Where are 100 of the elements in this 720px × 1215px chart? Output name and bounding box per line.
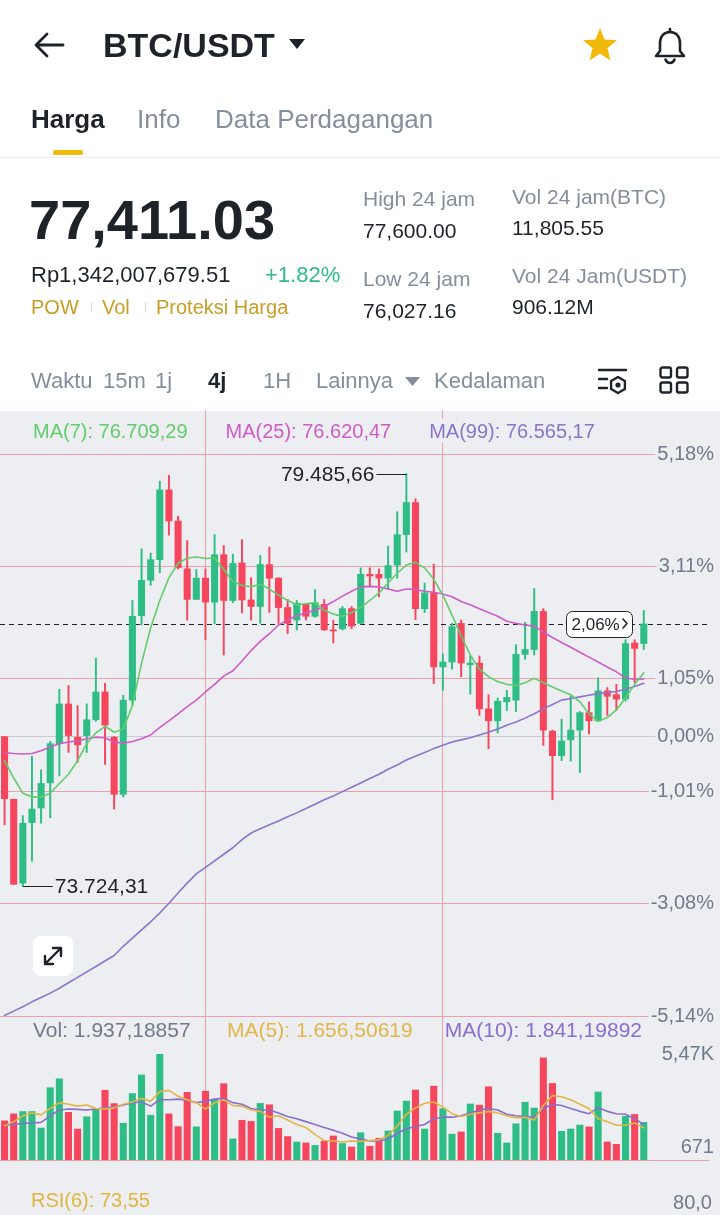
- text: 4j: [208, 367, 227, 395]
- bar: [192, 1126, 200, 1160]
- bar: [128, 1093, 136, 1160]
- bar: [320, 1140, 328, 1160]
- text: POW: [31, 295, 79, 319]
- text: Low 24 jam: [363, 266, 471, 292]
- bar: [494, 1132, 502, 1160]
- text: 11,805.55: [512, 215, 604, 241]
- text: Proteksi Harga: [156, 295, 289, 319]
- bar: [366, 1145, 374, 1160]
- bar: [28, 1111, 36, 1160]
- y-tick-label: 0,00%: [657, 723, 715, 746]
- text: High 24 jam: [363, 186, 476, 212]
- bar: [211, 1099, 219, 1160]
- bar: [302, 1142, 310, 1160]
- bar: [265, 1104, 273, 1160]
- bar: [74, 1128, 82, 1160]
- bar: [612, 1143, 620, 1160]
- text: Data Perdagangan: [215, 104, 434, 136]
- text: MA(25): 76.620,47: [223, 419, 394, 443]
- bar: [631, 1114, 639, 1160]
- bar: [521, 1101, 529, 1160]
- y-tick-label: 3,11%: [658, 554, 715, 577]
- text: 77,411.03: [29, 187, 276, 254]
- bar: [439, 1108, 447, 1160]
- bar: [548, 1083, 556, 1160]
- y-tick-label: -5,14%: [650, 1003, 715, 1026]
- bar: [621, 1116, 630, 1160]
- bar: [174, 1126, 182, 1160]
- bar: [220, 1083, 228, 1160]
- text: Info: [137, 104, 181, 136]
- bar: [284, 1136, 292, 1160]
- text: 1H: [263, 367, 292, 395]
- bar: [475, 1104, 483, 1160]
- bar: [539, 1057, 547, 1160]
- annotation: 73.724,31: [54, 874, 149, 898]
- bar: [430, 1085, 438, 1160]
- y-tick-label: 671: [680, 1134, 714, 1157]
- y-tick-label: -1,01%: [650, 778, 715, 801]
- bar: [603, 1141, 611, 1160]
- bar: [457, 1131, 465, 1160]
- text: Harga: [31, 104, 105, 136]
- bar: [576, 1124, 584, 1160]
- bar: [421, 1128, 429, 1160]
- bar: [119, 1122, 127, 1160]
- bar: [466, 1103, 474, 1160]
- bar: [411, 1089, 420, 1160]
- text: Vol: [102, 295, 130, 319]
- bar: [138, 1074, 146, 1160]
- text: 77,600.00: [363, 218, 457, 244]
- bar: [485, 1086, 493, 1160]
- bar: [503, 1142, 511, 1160]
- bar: [183, 1092, 191, 1160]
- bar: [37, 1127, 45, 1160]
- bar: [448, 1133, 456, 1160]
- bar: [1, 1120, 9, 1160]
- bar: [19, 1111, 27, 1160]
- y-tick-label: 5,47K: [661, 1041, 715, 1064]
- text: Vol 24 Jam(USDT): [512, 263, 688, 289]
- y-tick-label: 1,05%: [657, 666, 715, 689]
- bar: [201, 1090, 209, 1160]
- text: MA(7): 76.709,29: [31, 419, 190, 443]
- bar: [229, 1138, 237, 1160]
- bar: [311, 1145, 319, 1160]
- text: Rp1,342,007,679.51: [31, 261, 231, 289]
- bar: [83, 1116, 91, 1160]
- bar: [402, 1100, 410, 1160]
- y-tick-label: 5,18%: [657, 441, 715, 464]
- bar: [348, 1146, 356, 1160]
- text: MA(5): 1.656,50619: [225, 1017, 415, 1043]
- bar: [165, 1113, 173, 1160]
- text: Kedalaman: [434, 367, 546, 395]
- y-tick-label: -3,08%: [650, 891, 715, 914]
- bar: [110, 1103, 118, 1160]
- bar: [274, 1128, 283, 1160]
- bar: [238, 1119, 246, 1160]
- text: Lainnya: [316, 367, 394, 395]
- bar: [512, 1123, 520, 1160]
- bar: [247, 1121, 255, 1160]
- text: 76,027.16: [363, 298, 457, 324]
- annotation: 79.485,66: [280, 462, 375, 486]
- bar: [338, 1143, 346, 1160]
- bar: [156, 1054, 164, 1160]
- bar: [256, 1103, 264, 1160]
- text: 80,0: [673, 1190, 712, 1214]
- text: 906.12M: [512, 294, 594, 320]
- bar: [585, 1126, 593, 1160]
- text: MA(10): 1.841,19892: [442, 1017, 644, 1043]
- bar: [567, 1128, 575, 1160]
- ref-line-label: 2,06%: [571, 614, 620, 634]
- text: Vol: 1.937,18857: [31, 1017, 193, 1043]
- bar: [101, 1089, 109, 1160]
- bar: [64, 1112, 73, 1160]
- bar: [558, 1130, 566, 1160]
- bar: [293, 1141, 301, 1160]
- text: Waktu: [31, 367, 93, 395]
- text: 15m: [103, 367, 146, 395]
- bar: [147, 1114, 155, 1160]
- bar: [10, 1113, 18, 1160]
- bar: [55, 1078, 63, 1160]
